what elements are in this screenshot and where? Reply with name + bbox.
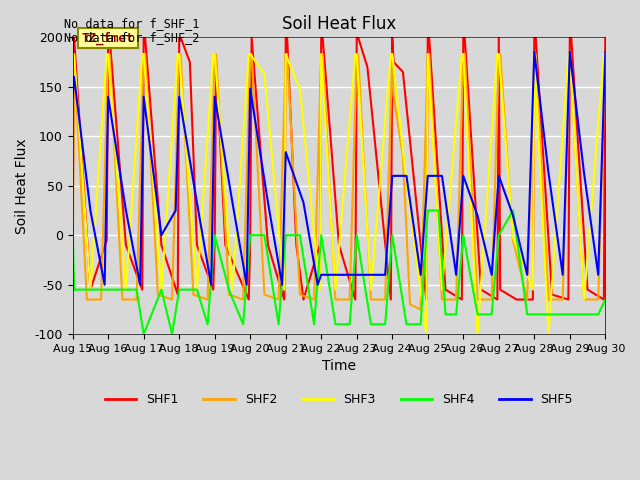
Text: TZ_fmet: TZ_fmet	[81, 31, 134, 45]
Y-axis label: Soil Heat Flux: Soil Heat Flux	[15, 138, 29, 234]
X-axis label: Time: Time	[322, 360, 356, 373]
Text: No data for f_SHF_2: No data for f_SHF_2	[64, 31, 200, 44]
Title: Soil Heat Flux: Soil Heat Flux	[282, 15, 396, 33]
Legend: SHF1, SHF2, SHF3, SHF4, SHF5: SHF1, SHF2, SHF3, SHF4, SHF5	[100, 388, 578, 411]
Text: No data for f_SHF_1: No data for f_SHF_1	[64, 17, 200, 30]
